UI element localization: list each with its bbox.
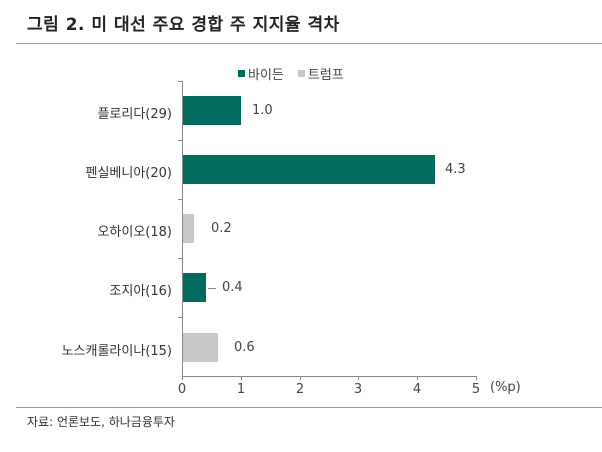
top-rule: [16, 43, 602, 44]
x-tick: [476, 376, 477, 380]
legend-swatch-trump-icon: [297, 70, 305, 77]
x-tick: [300, 376, 301, 380]
category-label-pennsylvania: 펜실베니아(20): [85, 166, 173, 181]
category-label-ohio: 오하이오(18): [97, 225, 172, 240]
y-tick: [178, 317, 182, 318]
bar-georgia: [183, 273, 206, 302]
legend-swatch-biden-icon: [238, 70, 245, 77]
y-tick: [178, 258, 182, 259]
legend-label-trump: 트럼프: [307, 68, 344, 83]
y-tick: [178, 140, 182, 141]
value-label-georgia: 0.4: [222, 280, 243, 295]
value-label-florida: 1.0: [252, 103, 273, 118]
x-tick-label: 5: [471, 382, 481, 397]
x-tick-label: 2: [295, 382, 305, 397]
x-tick-label: 4: [412, 382, 422, 397]
x-tick-label: 0: [177, 382, 187, 397]
bottom-rule: [16, 407, 602, 408]
legend-item-biden: 바이든: [238, 64, 284, 83]
x-tick: [417, 376, 418, 380]
bar-ohio: [183, 214, 194, 243]
legend: 바이든 트럼프: [238, 64, 358, 83]
category-label-georgia: 조지아(16): [109, 284, 172, 299]
value-leader-line: [208, 288, 216, 289]
x-axis: [182, 376, 477, 377]
y-tick: [178, 199, 182, 200]
bar-pennsylvania: [183, 155, 435, 184]
category-label-north-carolina: 노스캐롤라이나(15): [61, 344, 172, 359]
x-axis-unit: (%p): [490, 380, 521, 395]
value-label-pennsylvania: 4.3: [445, 162, 466, 177]
y-tick: [178, 81, 182, 82]
bar-north-carolina: [183, 333, 218, 362]
chart-title: 그림 2. 미 대선 주요 경합 주 지지율 격차: [27, 15, 340, 35]
x-tick: [358, 376, 359, 380]
value-label-ohio: 0.2: [211, 221, 232, 236]
bar-florida: [183, 96, 241, 125]
legend-item-trump: 트럼프: [297, 64, 344, 83]
y-axis: [182, 81, 183, 376]
x-tick-label: 1: [236, 382, 246, 397]
legend-label-biden: 바이든: [248, 68, 284, 83]
x-tick-label: 3: [353, 382, 363, 397]
value-label-north-carolina: 0.6: [234, 340, 255, 355]
x-tick: [241, 376, 242, 380]
category-label-florida: 플로리다(29): [97, 107, 172, 122]
source-note: 자료: 언론보도, 하나금융투자: [27, 415, 175, 429]
x-tick: [182, 376, 183, 380]
